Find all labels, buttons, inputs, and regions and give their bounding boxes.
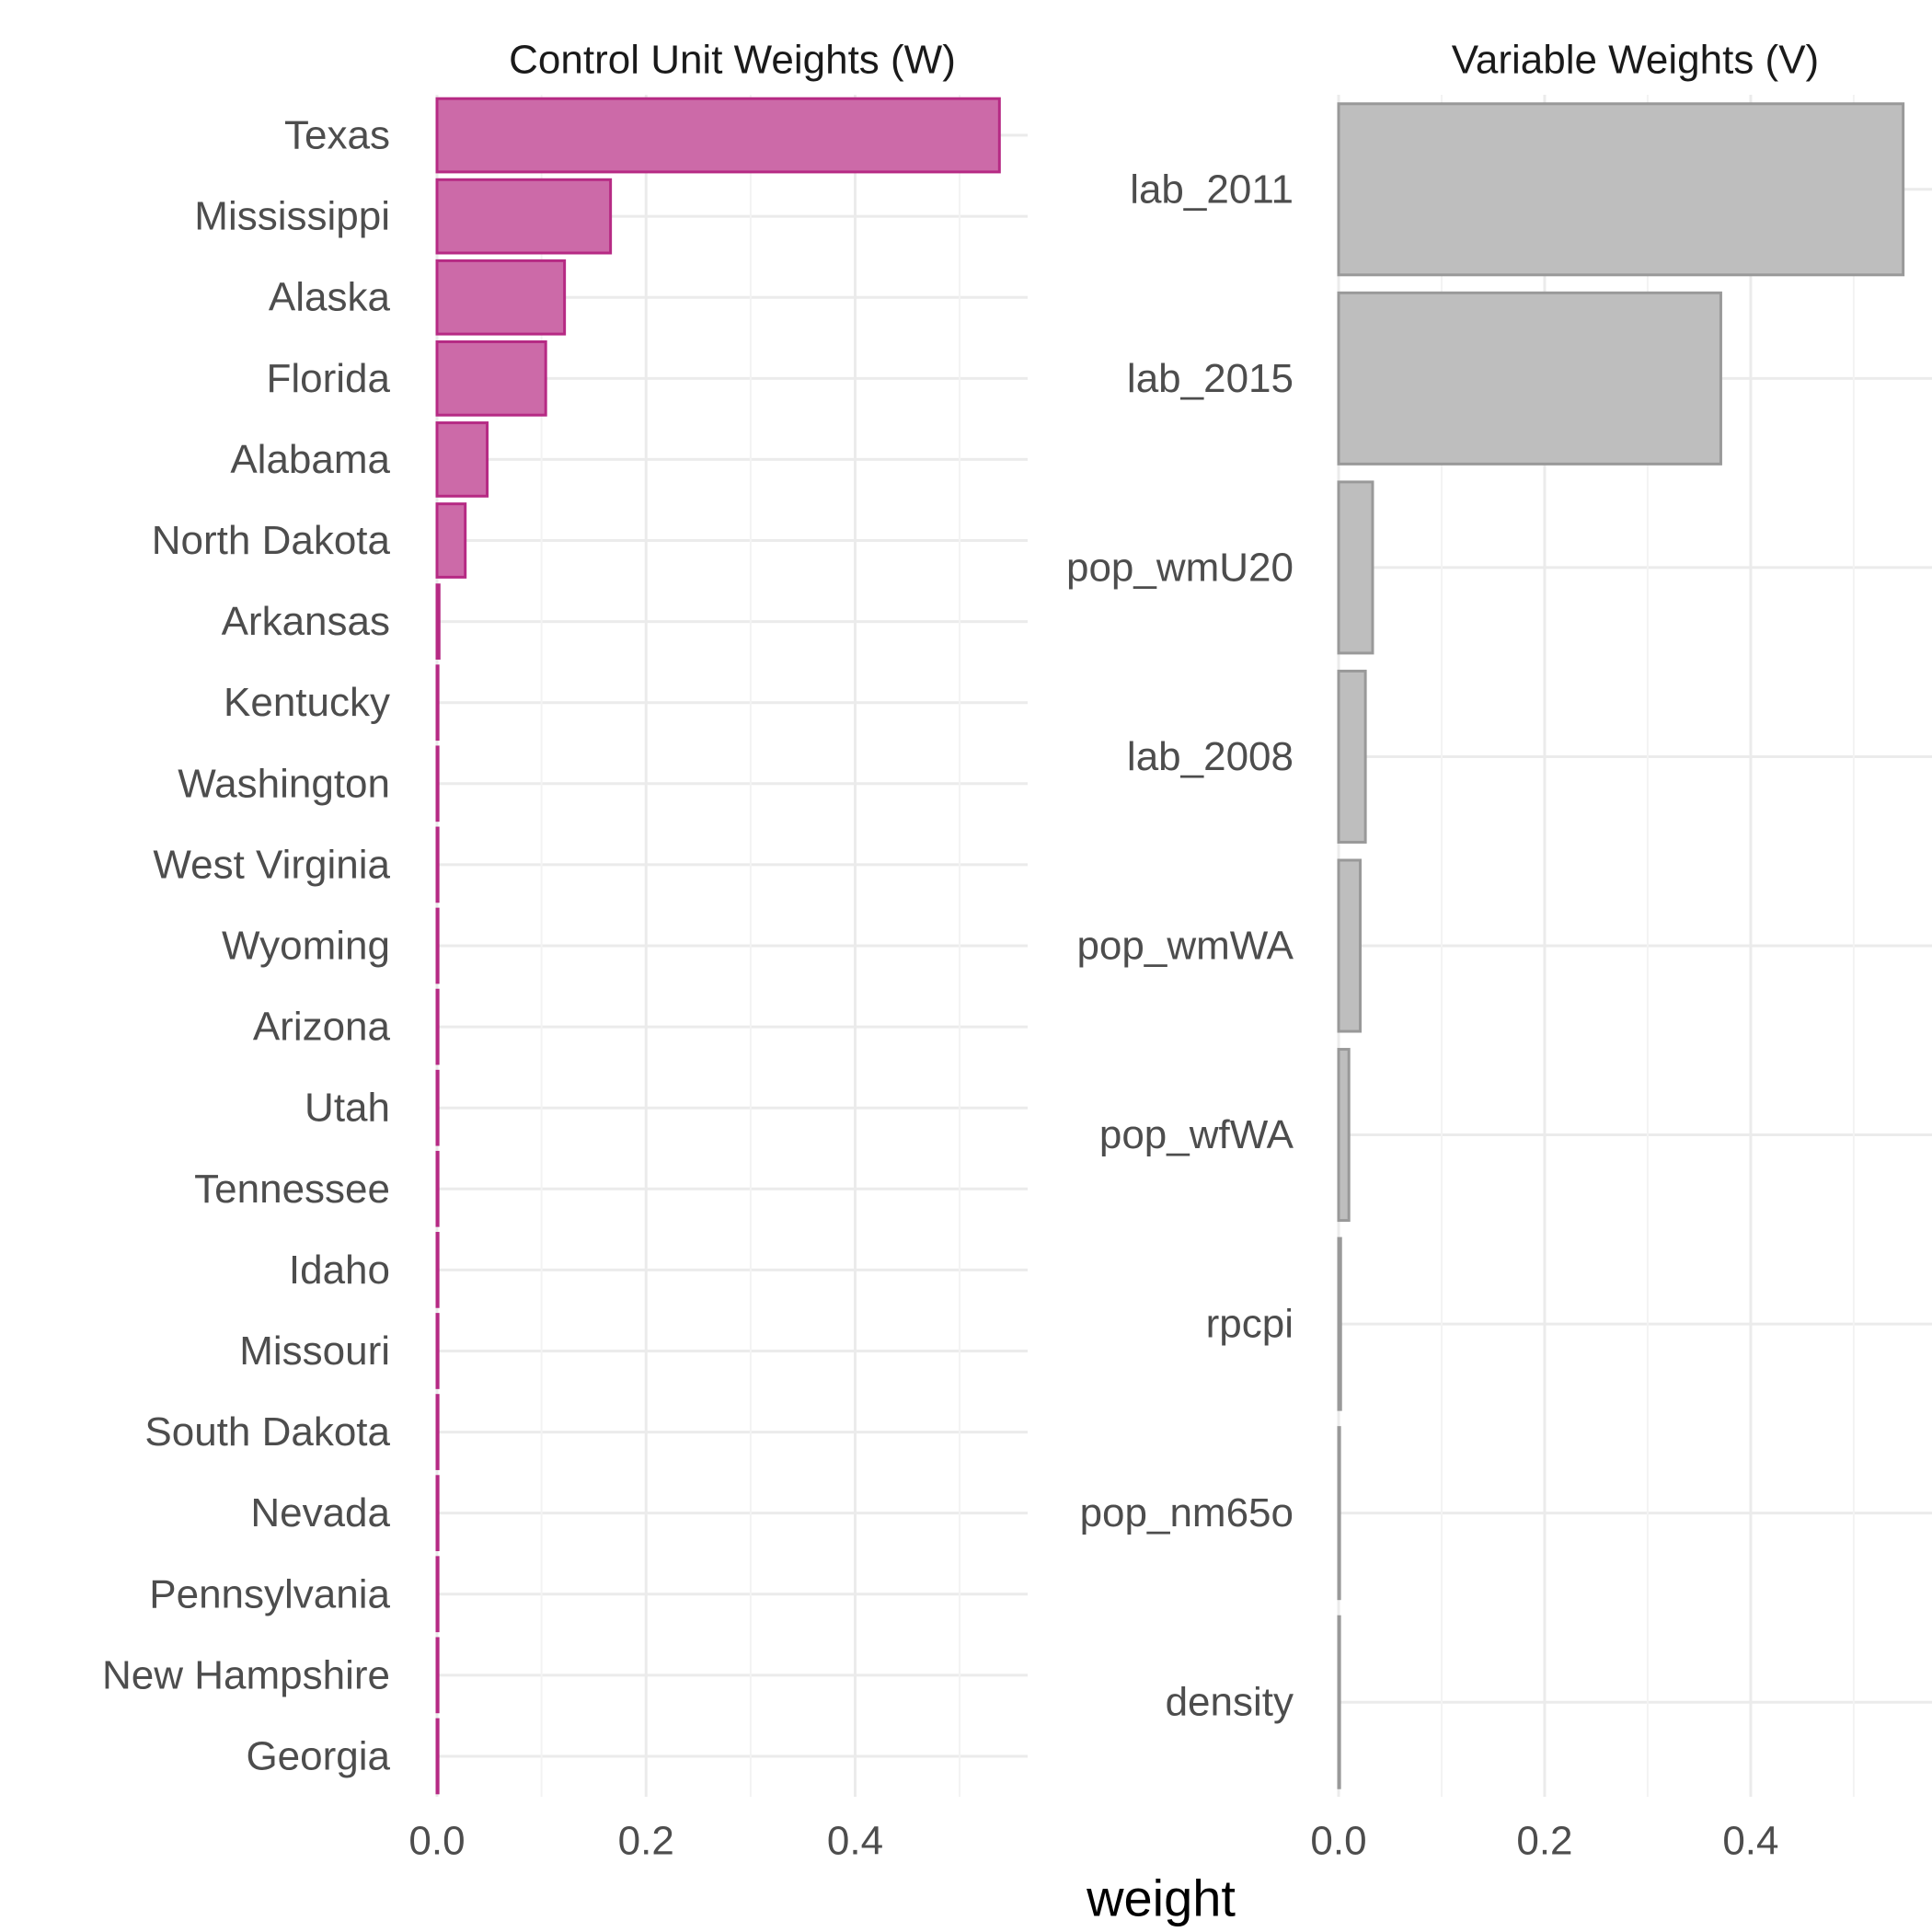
- category-label: Georgia: [246, 1733, 390, 1778]
- bar-utah: [435, 1069, 440, 1146]
- category-label: Arkansas: [222, 599, 390, 644]
- category-label: Wyoming: [222, 924, 390, 969]
- category-label: South Dakota: [144, 1409, 390, 1455]
- bar-mississippi: [435, 178, 613, 255]
- category-label: Washington: [178, 761, 390, 806]
- bar-lab-2015: [1337, 291, 1722, 466]
- category-label: lab_2008: [1127, 734, 1294, 779]
- panel-title: Control Unit Weights (W): [509, 38, 956, 83]
- category-label: lab_2011: [1130, 167, 1294, 212]
- bar-north-dakota: [435, 502, 467, 579]
- category-label: Texas: [284, 113, 390, 158]
- bar-washington: [435, 745, 440, 822]
- bar-arkansas: [435, 583, 441, 660]
- category-label: West Virginia: [153, 842, 390, 887]
- x-tick-label: 0.2: [618, 1819, 674, 1864]
- bar-tennessee: [435, 1150, 440, 1227]
- x-tick-label: 0.2: [1516, 1819, 1572, 1864]
- bar-south-dakota: [435, 1394, 440, 1470]
- category-label: Utah: [305, 1086, 390, 1131]
- category-label: Missouri: [239, 1328, 390, 1374]
- bar-pennsylvania: [435, 1556, 440, 1633]
- category-label: rpcpi: [1206, 1302, 1294, 1347]
- category-label: Idaho: [289, 1248, 390, 1293]
- x-tick-label: 0.4: [1722, 1819, 1778, 1864]
- bar-texas: [435, 97, 1001, 174]
- bar-wyoming: [435, 907, 440, 984]
- bar-pop-nm65o: [1337, 1426, 1341, 1601]
- category-label: New Hampshire: [102, 1652, 390, 1697]
- category-label: density: [1166, 1680, 1294, 1725]
- category-label: Tennessee: [194, 1167, 390, 1212]
- category-label: Florida: [267, 356, 391, 401]
- category-label: Arizona: [253, 1005, 391, 1050]
- bar-missouri: [435, 1313, 440, 1389]
- category-label: pop_wfWA: [1099, 1112, 1294, 1157]
- panel-title: Variable Weights (V): [1452, 38, 1819, 83]
- category-label: lab_2015: [1127, 356, 1294, 401]
- bar-kentucky: [435, 664, 440, 742]
- bar-west-virginia: [435, 826, 440, 903]
- bar-georgia: [435, 1718, 440, 1795]
- category-label: North Dakota: [152, 518, 391, 563]
- bar-density: [1337, 1615, 1341, 1789]
- bar-alaska: [435, 259, 567, 336]
- bar-pop-wmu20: [1337, 480, 1374, 655]
- x-axis-title: weight: [1086, 1869, 1236, 1927]
- bar-lab-2008: [1337, 669, 1367, 844]
- bar-florida: [435, 339, 547, 417]
- x-tick-label: 0.0: [1310, 1819, 1366, 1864]
- category-label: Pennsylvania: [149, 1571, 390, 1616]
- bar-nevada: [435, 1475, 440, 1552]
- bar-new-hampshire: [435, 1637, 440, 1714]
- category-label: pop_wmWA: [1076, 924, 1294, 969]
- category-label: Alabama: [230, 437, 390, 482]
- category-label: Alaska: [269, 275, 391, 320]
- bar-idaho: [435, 1232, 440, 1308]
- category-label: Nevada: [250, 1490, 390, 1535]
- bar-pop-wmwa: [1337, 858, 1363, 1033]
- bar-lab-2011: [1337, 102, 1905, 277]
- category-label: Kentucky: [224, 680, 390, 725]
- bar-pop-wfwa: [1337, 1048, 1351, 1223]
- bar-rpcpi: [1337, 1236, 1342, 1411]
- bar-alabama: [435, 421, 489, 498]
- category-label: pop_wmU20: [1066, 545, 1294, 590]
- bar-arizona: [435, 988, 440, 1065]
- category-label: Mississippi: [194, 194, 390, 239]
- x-tick-label: 0.0: [408, 1819, 465, 1864]
- category-label: pop_nm65o: [1080, 1490, 1294, 1535]
- x-tick-label: 0.4: [827, 1819, 883, 1864]
